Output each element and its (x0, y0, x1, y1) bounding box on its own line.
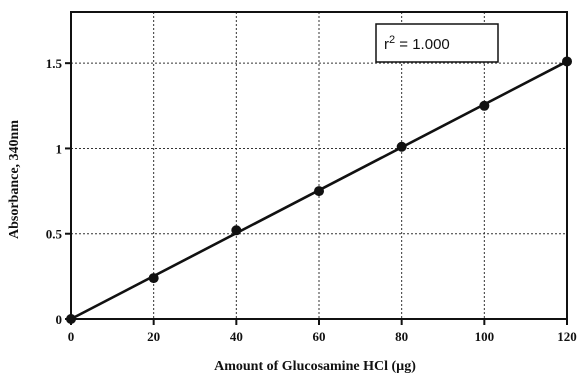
data-point (314, 186, 324, 197)
annotation-text: r2 = 1.000 (384, 34, 450, 53)
x-tick-label: 100 (475, 329, 495, 344)
data-point (148, 273, 159, 284)
data-point (562, 56, 572, 67)
x-tick-label: 20 (147, 329, 160, 344)
data-point (396, 141, 407, 152)
annotation-value: = 1.000 (395, 36, 450, 53)
y-axis-title: Absorbance, 340nm (7, 120, 22, 239)
x-tick-label: 40 (230, 329, 243, 344)
annotation-r: r (384, 36, 389, 53)
y-tick-label: 0.5 (46, 227, 63, 242)
grid (71, 12, 567, 319)
y-tick-label: 0 (56, 312, 63, 327)
annotation-box (375, 23, 499, 63)
x-tick-label: 60 (313, 329, 326, 344)
y-tick-label: 1 (56, 141, 63, 156)
data-points (66, 56, 572, 324)
data-point (66, 314, 76, 324)
r-squared-annotation: r2 = 1.000 (375, 23, 499, 63)
annotation-superscript: 2 (389, 34, 395, 46)
data-point (231, 225, 242, 236)
x-tick-label: 0 (68, 329, 75, 344)
tick-labels: 0 20 40 60 80 100 120 0 0.5 1 1.5 (46, 56, 577, 344)
y-tick-label: 1.5 (46, 56, 63, 71)
ticks (65, 62, 568, 325)
x-axis-title: Amount of Glucosamine HCl (µg) (214, 359, 416, 374)
x-tick-label: 120 (557, 329, 577, 344)
x-tick-label: 80 (395, 329, 408, 344)
data-point (479, 100, 490, 111)
